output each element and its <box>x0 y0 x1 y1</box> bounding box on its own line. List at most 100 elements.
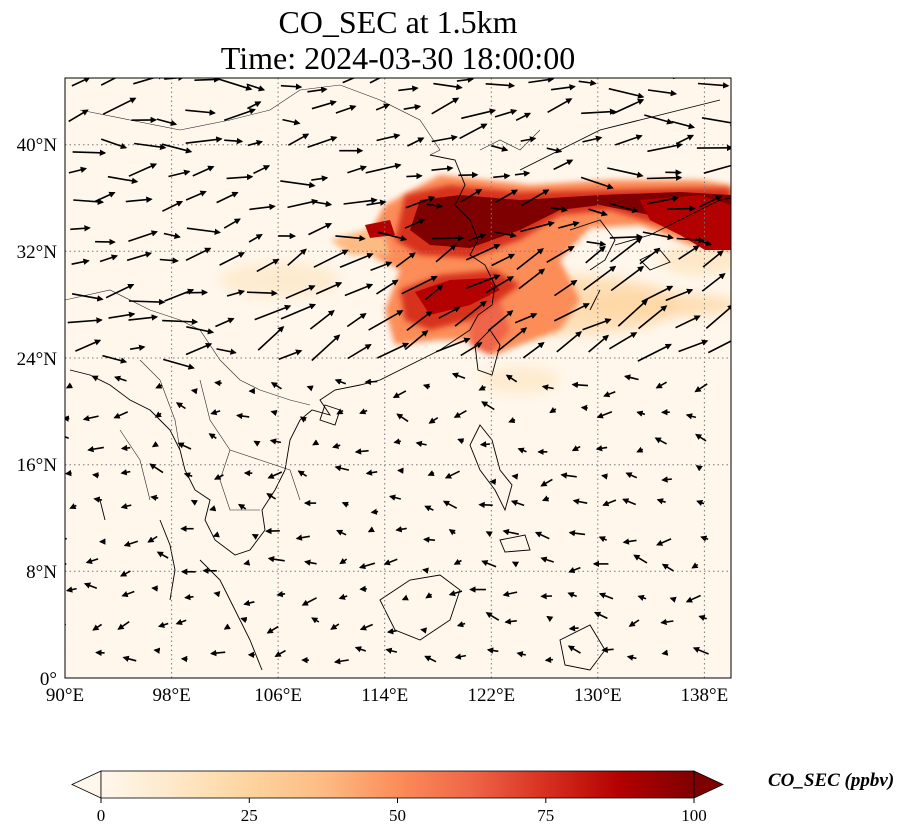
wind-arrow <box>151 441 160 448</box>
wind-arrow <box>276 590 286 598</box>
wind-arrow <box>175 402 186 410</box>
wind-arrow <box>388 494 401 501</box>
x-tick-label: 90°E <box>46 685 84 706</box>
wind-arrow <box>246 83 266 92</box>
wind-arrow <box>603 390 616 398</box>
wind-arrow <box>568 566 581 574</box>
wind-arrow <box>307 86 328 94</box>
wind-arrow <box>457 438 465 445</box>
wind-arrow <box>485 276 515 294</box>
wind-arrow <box>92 472 99 479</box>
y-tick-label: 32°N <box>17 242 58 263</box>
map-panel <box>64 77 732 679</box>
wind-arrow <box>282 118 301 126</box>
wind-arrow <box>175 618 187 625</box>
wind-arrow <box>428 417 439 424</box>
wind-arrow <box>339 557 348 565</box>
wind-arrow <box>117 621 130 630</box>
wind-arrow <box>125 196 153 203</box>
wind-arrow <box>456 621 466 628</box>
wind-arrow <box>304 559 317 566</box>
wind-arrow <box>510 499 525 507</box>
wind-arrow <box>212 531 220 538</box>
wind-arrow <box>214 379 222 387</box>
wind-arrow <box>435 244 457 263</box>
chart-title-line-1: CO_SEC at 1.5km <box>278 4 518 40</box>
wind-arrow <box>404 218 426 229</box>
wind-arrow <box>508 417 516 424</box>
wind-arrow <box>393 438 401 445</box>
wind-arrow <box>646 174 683 181</box>
wind-arrow <box>558 220 580 229</box>
wind-arrow <box>691 562 699 569</box>
wind-arrow <box>100 138 128 150</box>
wind-arrow <box>333 658 349 665</box>
wind-arrow <box>481 560 497 568</box>
wind-arrow <box>644 114 674 125</box>
wind-arrow <box>520 136 537 143</box>
wind-arrow <box>540 478 553 487</box>
wind-arrow <box>692 646 709 655</box>
wind-arrow <box>343 197 378 205</box>
wind-arrow <box>120 503 132 510</box>
wind-arrow <box>459 123 488 140</box>
wind-arrow <box>129 344 146 351</box>
x-tick-label: 114°E <box>361 685 408 706</box>
wind-arrow <box>598 536 608 543</box>
wind-arrow <box>210 409 221 416</box>
wind-arrow <box>636 410 646 417</box>
wind-arrow <box>432 234 465 242</box>
wind-arrow <box>311 200 333 208</box>
wind-arrow <box>646 195 680 205</box>
wind-arrow <box>486 647 499 654</box>
wind-arrow <box>68 109 89 123</box>
wind-arrow <box>164 288 195 302</box>
wind-arrow <box>460 189 483 203</box>
colorbar-extend-low <box>71 770 102 799</box>
wind-arrow <box>122 655 137 662</box>
wind-arrow <box>454 653 467 660</box>
wind-arrow <box>153 647 161 654</box>
wind-arrow <box>596 411 613 419</box>
wind-arrow <box>612 99 645 115</box>
x-axis-ticks: 90°E 98°E 106°E 114°E 122°E 130°E 138°E <box>46 685 728 706</box>
wind-arrow <box>359 408 368 415</box>
wind-arrow <box>615 134 643 146</box>
wind-arrow <box>541 384 554 391</box>
wind-arrow <box>695 238 713 246</box>
wind-arrow <box>609 233 643 241</box>
wind-arrow <box>567 592 578 598</box>
wind-arrow <box>699 195 723 208</box>
y-tick-label: 40°N <box>17 135 58 156</box>
wind-arrow <box>285 285 316 300</box>
wind-arrow <box>465 244 501 261</box>
wind-arrow <box>700 535 709 542</box>
wind-arrow <box>494 108 518 118</box>
wind-arrow <box>223 108 256 121</box>
wind-arrow <box>405 195 436 209</box>
wind-arrow <box>422 567 429 574</box>
wind-arrow <box>671 120 696 130</box>
wind-vectors <box>65 78 731 665</box>
wind-arrow <box>370 261 393 271</box>
wind-arrow <box>460 342 483 357</box>
wind-arrow <box>560 472 577 479</box>
wind-arrow <box>520 189 550 207</box>
wind-arrow <box>656 538 672 546</box>
wind-arrow <box>341 501 349 508</box>
wind-arrow <box>213 591 221 598</box>
wind-arrow <box>633 554 648 564</box>
wind-arrow <box>313 249 349 268</box>
wind-arrow <box>71 78 91 87</box>
wind-arrow <box>637 594 647 601</box>
wind-arrow <box>274 649 286 657</box>
wind-arrow <box>157 621 169 628</box>
wind-arrow <box>65 623 67 626</box>
wind-arrow <box>280 180 316 189</box>
wind-arrow <box>386 628 397 635</box>
wind-arrow <box>70 225 91 232</box>
wind-arrow <box>367 526 375 533</box>
wind-arrow <box>224 137 244 145</box>
wind-arrow <box>567 645 581 654</box>
wind-arrow <box>695 465 703 472</box>
